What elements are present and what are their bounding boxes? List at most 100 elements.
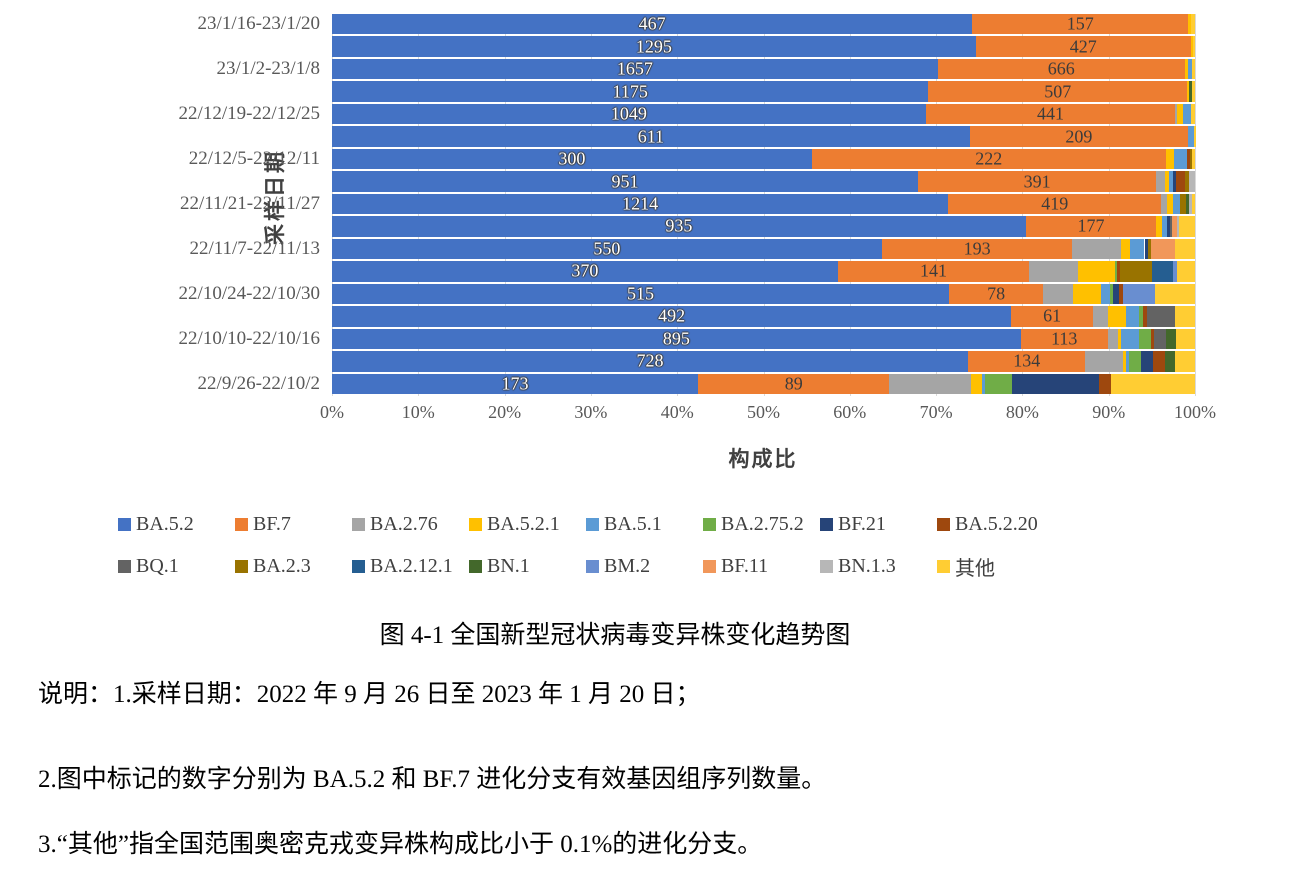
x-axis-title: 构成比	[728, 448, 798, 471]
bar-segment-BF.7	[937, 58, 1185, 80]
bar-segment-其他	[1154, 283, 1195, 305]
y-tick-label: 22/11/7-22/11/13	[189, 237, 320, 259]
legend-item-BA.5.1: BA.5.1	[586, 513, 703, 536]
bar-segment-其他	[1110, 373, 1195, 394]
bar-segment-BA.5.2.1	[970, 373, 982, 394]
legend-item-BQ.1: BQ.1	[118, 552, 235, 581]
legend-item-BF.7: BF.7	[235, 513, 352, 536]
legend-row: BA.5.2 BF.7 BA.2.76 BA.5.2.1 BA.5.1 BA.2.75.2…	[118, 513, 1258, 536]
legend-swatch-icon	[352, 518, 365, 531]
bar-value-label: 1214	[622, 193, 659, 214]
bar-value-label: 177	[1077, 216, 1105, 237]
bar-segment-BF.11	[1151, 238, 1175, 260]
legend-label: BA.5.1	[604, 513, 662, 535]
bar-segment-BA.5.2.1	[1078, 261, 1115, 282]
bar-value-label: 222	[975, 148, 1003, 169]
bar-row: 1295 427	[332, 36, 1195, 57]
bar-segment-BA.5.2.20	[1116, 261, 1120, 282]
bar-segment-BF.7	[948, 193, 1162, 215]
bar-segment-BA.2.76	[1029, 261, 1079, 282]
bar-segment-BA.5.2.20	[1186, 148, 1190, 170]
legend-label: BA.5.2.20	[955, 513, 1038, 535]
bar-row: 550 193	[332, 238, 1195, 260]
bar-segment-BA.2.76	[1175, 103, 1178, 125]
legend-label: BQ.1	[136, 555, 179, 577]
legend-swatch-icon	[703, 560, 716, 573]
bar-row: 951 391	[332, 171, 1195, 192]
legend-swatch-icon	[118, 560, 131, 573]
bar-value-label: 550	[593, 238, 621, 259]
bar-segment-BA.2.12.1	[1151, 261, 1173, 282]
bar-segment-BF.21	[1167, 216, 1170, 237]
bar-segment-BM.2	[1172, 261, 1177, 282]
bar-segment-BA.5.2.1	[1123, 351, 1127, 372]
bar-segment-BA.5.2.1	[1120, 238, 1130, 260]
bar-value-label: 61	[1043, 305, 1062, 326]
bar-row: 173 89	[332, 373, 1195, 394]
bar-segment-BA.2.75.2	[1114, 261, 1117, 282]
bar-value-label: 141	[920, 261, 947, 282]
bar-value-label: 492	[658, 305, 686, 326]
bar-segment-其他	[1176, 328, 1195, 350]
bar-value-label: 507	[1044, 81, 1072, 102]
legend-item-BN.1.3: BN.1.3	[820, 552, 937, 581]
y-axis-labels: 23/1/16-23/1/20 23/1/2-23/1/8 22/12/19-22/…	[0, 13, 324, 396]
legend-item-BN.1: BN.1	[469, 552, 586, 581]
bar-value-label: 419	[1041, 193, 1069, 214]
legend-item-BA.5.2: BA.5.2	[118, 513, 235, 536]
bar-segment-BA.2.76	[889, 373, 971, 394]
bar-segment-BF.21	[1140, 351, 1153, 372]
bar-segment-BA.2.76	[1161, 193, 1168, 215]
bar-segment-BQ.1	[1154, 328, 1167, 350]
bar-value-label: 666	[1047, 58, 1075, 79]
bar-value-label: 1295	[635, 36, 672, 57]
bar-segment-BA.5.2	[332, 58, 938, 80]
bar-row: 728 134	[332, 351, 1195, 372]
y-tick-label: 23/1/16-23/1/20	[197, 13, 320, 35]
bar-segment-BF.7	[1020, 328, 1108, 350]
legend-swatch-icon	[703, 518, 716, 531]
bar-segment-BA.5.1	[1183, 103, 1192, 125]
legend-row: BQ.1 BA.2.3 BA.2.12.1 BN.1 BM.2 BF.11 BN.1.3 其他	[118, 552, 1258, 581]
bar-segment-BF.7	[837, 261, 1030, 282]
bar-segment-BA.5.2	[332, 351, 969, 372]
bar-segment-BA.5.1	[1120, 328, 1139, 350]
bar-segment-BA.5.2	[332, 81, 929, 102]
bar-segment-BA.5.1	[1126, 351, 1130, 372]
bar-value-label: 173	[501, 373, 529, 394]
legend-swatch-icon	[586, 560, 599, 573]
bar-segment-BA.2.3	[1185, 171, 1189, 192]
legend-swatch-icon	[820, 518, 833, 531]
bar-segment-BA.5.2.1	[1073, 283, 1101, 305]
bar-segment-BN.1	[1185, 193, 1189, 215]
legend-item-BA.2.12.1: BA.2.12.1	[352, 552, 469, 581]
bar-segment-BA.5.2.1	[1177, 103, 1184, 125]
bar-value-label: 78	[987, 283, 1006, 304]
bar-segment-BA.5.2.1	[1190, 36, 1193, 57]
bar-segment-BN.1.3	[1188, 193, 1192, 215]
bar-segment-BQ.1	[1169, 216, 1172, 237]
bar-segment-BF.7	[968, 351, 1086, 372]
bar-segment-BA.5.2.1	[1156, 216, 1163, 237]
bar-segment-BQ.1	[1146, 306, 1176, 327]
bar-segment-BA.5.1	[1173, 148, 1187, 170]
bar-segment-BA.5.2	[332, 283, 950, 305]
legend-label: BF.21	[838, 513, 886, 535]
bar-value-label: 611	[637, 126, 665, 147]
legend-swatch-icon	[937, 518, 950, 531]
bar-value-label: 427	[1069, 36, 1097, 57]
bar-segment-BA.5.1	[1129, 238, 1145, 260]
x-tick-label: 90%	[1092, 402, 1126, 422]
bar-segment-BF.7	[975, 36, 1191, 57]
bar-segment-BF.7	[928, 81, 1188, 102]
bar-segment-其他	[1178, 216, 1195, 237]
bar-segment-BA.5.2.1	[1165, 171, 1170, 192]
bar-segment-BF.21	[1172, 171, 1176, 192]
bar-row: 370 141	[332, 261, 1195, 282]
bar-segment-BA.2.3	[1147, 238, 1152, 260]
bar-segment-BA.5.2	[332, 306, 1012, 327]
bar-segment-BA.5.2.1	[1167, 193, 1173, 215]
bar-segment-BF.7	[925, 103, 1176, 125]
bar-row: 300 222	[332, 148, 1195, 170]
bar-segment-BA.5.2.20	[1150, 328, 1154, 350]
